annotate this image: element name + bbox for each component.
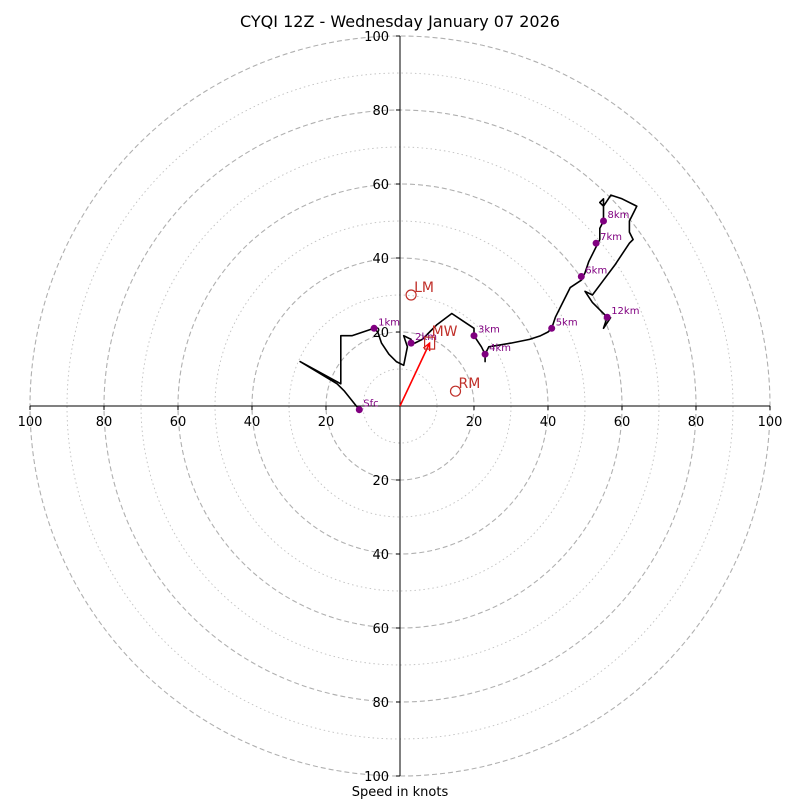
x-tick-label: 100	[758, 415, 783, 430]
y-tick-label: 40	[372, 548, 389, 563]
height-marker-6km	[577, 273, 585, 280]
x-tick-label: 20	[318, 415, 335, 430]
x-tick-label: 80	[688, 415, 705, 430]
height-label-4km: 4km	[489, 343, 511, 354]
x-tick-label: 20	[466, 415, 483, 430]
rm-marker	[449, 385, 462, 397]
height-marker-Sfc	[355, 406, 363, 414]
height-label-Sfc: Sfc	[363, 399, 378, 410]
y-tick-label: 40	[372, 252, 389, 267]
height-marker-5km	[548, 324, 556, 332]
tick-labels: 100 80 60 40 20 20 40 60 80 100100806040202040608…	[18, 30, 783, 785]
y-tick-label: 100	[364, 30, 389, 45]
height-marker-3km	[470, 332, 478, 340]
height-label-3km: 3km	[478, 325, 500, 336]
storm-motion: MW LM RM	[399, 280, 481, 407]
rm-label: RM	[459, 376, 481, 392]
y-tick-label: 100	[364, 770, 389, 785]
height-marker-12km	[603, 313, 611, 321]
y-tick-label: 60	[372, 622, 389, 637]
mean-wind-arrowhead	[422, 341, 431, 352]
x-tick-label: 40	[244, 415, 261, 430]
height-marker-7km	[592, 239, 600, 247]
y-tick-label: 20	[372, 474, 389, 489]
wind-trace	[299, 194, 638, 411]
height-label-6km: 6km	[585, 266, 607, 277]
y-tick-label: 80	[372, 696, 389, 711]
x-tick-label: 60	[614, 415, 631, 430]
lm-label: LM	[414, 280, 434, 296]
y-tick-label: 60	[372, 178, 389, 193]
mean-wind-arrow	[399, 342, 431, 407]
height-label-5km: 5km	[556, 317, 578, 328]
height-marker-4km	[481, 350, 489, 358]
height-label-8km: 8km	[608, 210, 630, 221]
x-tick-label: 80	[96, 415, 113, 430]
mw-marker	[424, 336, 436, 350]
x-tick-label: 100	[18, 415, 43, 430]
height-marker-2km	[407, 339, 415, 347]
height-label-12km: 12km	[611, 306, 639, 317]
mw-label: MW	[432, 324, 458, 340]
x-tick-label: 40	[540, 415, 557, 430]
height-marker-1km	[370, 324, 378, 332]
lm-marker	[405, 289, 417, 301]
height-marker-8km	[600, 217, 607, 225]
hodograph-line	[299, 194, 638, 411]
height-label-7km: 7km	[600, 232, 622, 243]
height-label-1km: 1km	[378, 317, 400, 328]
chart-title: CYQI 12Z - Wednesday January 07 2026	[240, 12, 560, 31]
y-tick-label: 80	[372, 104, 389, 119]
x-tick-label: 60	[170, 415, 187, 430]
x-axis-label: Speed in knots	[352, 785, 449, 800]
